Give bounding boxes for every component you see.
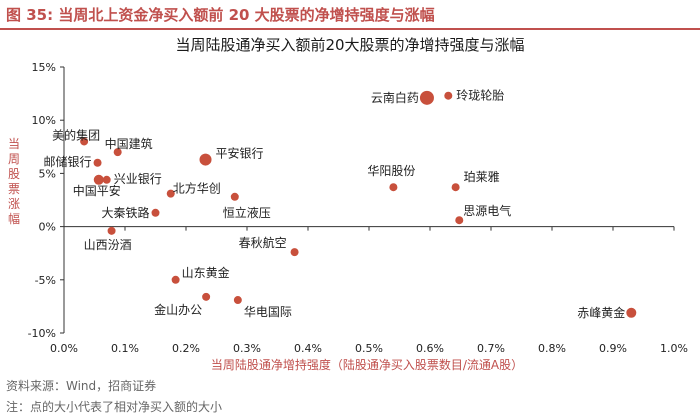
- point-label: 平安银行: [216, 146, 264, 161]
- x-tick-label: 0.2%: [172, 342, 200, 355]
- data-point: [444, 91, 453, 100]
- data-point: [455, 216, 464, 225]
- x-tick-label: 0.5%: [355, 342, 383, 355]
- data-point: [80, 137, 89, 146]
- data-point: [230, 192, 239, 201]
- data-point: [233, 296, 242, 305]
- point-label: 美的集团: [52, 127, 100, 142]
- point-label: 中国平安: [73, 183, 121, 198]
- data-point: [199, 153, 212, 166]
- data-point: [171, 275, 180, 284]
- x-tick-label: 0.7%: [477, 342, 505, 355]
- point-label: 春秋航空: [239, 235, 287, 250]
- size-note: 注：点的大小代表了相对净买入额的大小: [6, 400, 223, 414]
- point-label: 恒立液压: [223, 205, 271, 220]
- point-label: 华阳股份: [367, 164, 415, 178]
- point-label: 邮储银行: [44, 154, 92, 169]
- point-label: 赤峰黄金: [577, 305, 625, 320]
- data-point: [166, 189, 175, 198]
- point-label: 云南白药: [371, 90, 419, 105]
- figure-label: 图 35:: [6, 6, 54, 24]
- data-point: [290, 248, 299, 257]
- data-point: [107, 226, 116, 235]
- x-tick-label: 0.0%: [50, 342, 78, 355]
- figure-header: 图 35: 当周北上资金净买入额前 20 大股票的净增持强度与涨幅: [0, 0, 700, 30]
- point-label: 中国建筑: [105, 136, 153, 151]
- data-point: [93, 174, 104, 185]
- y-axis-label: 当周股票涨幅: [7, 137, 20, 226]
- point-label: 思源电气: [463, 203, 511, 218]
- data-point: [202, 292, 211, 301]
- data-point: [626, 307, 637, 318]
- data-point: [419, 90, 434, 105]
- x-tick-label: 0.4%: [294, 342, 322, 355]
- x-axis-label: 当周陆股通净增持强度（陆股通净买入股票数目/流通A股）: [210, 358, 524, 372]
- y-tick-label: 15%: [32, 61, 56, 74]
- point-label: 山东黄金: [182, 265, 230, 280]
- y-tick-label: 10%: [32, 114, 56, 127]
- point-label: 华电国际: [244, 305, 292, 319]
- x-tick-label: 0.9%: [599, 342, 627, 355]
- y-tick-label: -5%: [35, 274, 56, 287]
- source-note: 资料来源：Wind，招商证券: [6, 379, 157, 393]
- y-tick-label: 5%: [39, 167, 56, 180]
- y-tick-label: -10%: [28, 327, 56, 340]
- point-label: 兴业银行: [114, 172, 162, 186]
- point-label: 金山办公: [154, 302, 202, 317]
- data-point: [102, 175, 111, 184]
- data-point: [151, 208, 160, 217]
- figure-title: 图 35: 当周北上资金净买入额前 20 大股票的净增持强度与涨幅: [6, 4, 435, 25]
- data-point: [113, 148, 122, 157]
- data-point: [389, 183, 398, 192]
- chart-title: 当周陆股通净买入额前20大股票的净增持强度与涨幅: [175, 36, 525, 54]
- y-tick-label: 0%: [39, 221, 56, 234]
- figure-title-text: 当周北上资金净买入额前 20 大股票的净增持强度与涨幅: [58, 6, 435, 24]
- point-label: 大秦铁路: [101, 205, 149, 220]
- x-tick-label: 0.8%: [538, 342, 566, 355]
- point-label: 玲珑轮胎: [456, 89, 504, 103]
- x-tick-label: 1.0%: [660, 342, 688, 355]
- point-label: 北方华创: [173, 181, 221, 196]
- point-label: 山西汾酒: [84, 238, 132, 252]
- data-point: [451, 183, 460, 192]
- point-label: 珀莱雅: [464, 169, 500, 184]
- data-point: [93, 158, 102, 167]
- x-tick-label: 0.6%: [416, 342, 444, 355]
- x-tick-label: 0.1%: [111, 342, 139, 355]
- x-tick-label: 0.3%: [233, 342, 261, 355]
